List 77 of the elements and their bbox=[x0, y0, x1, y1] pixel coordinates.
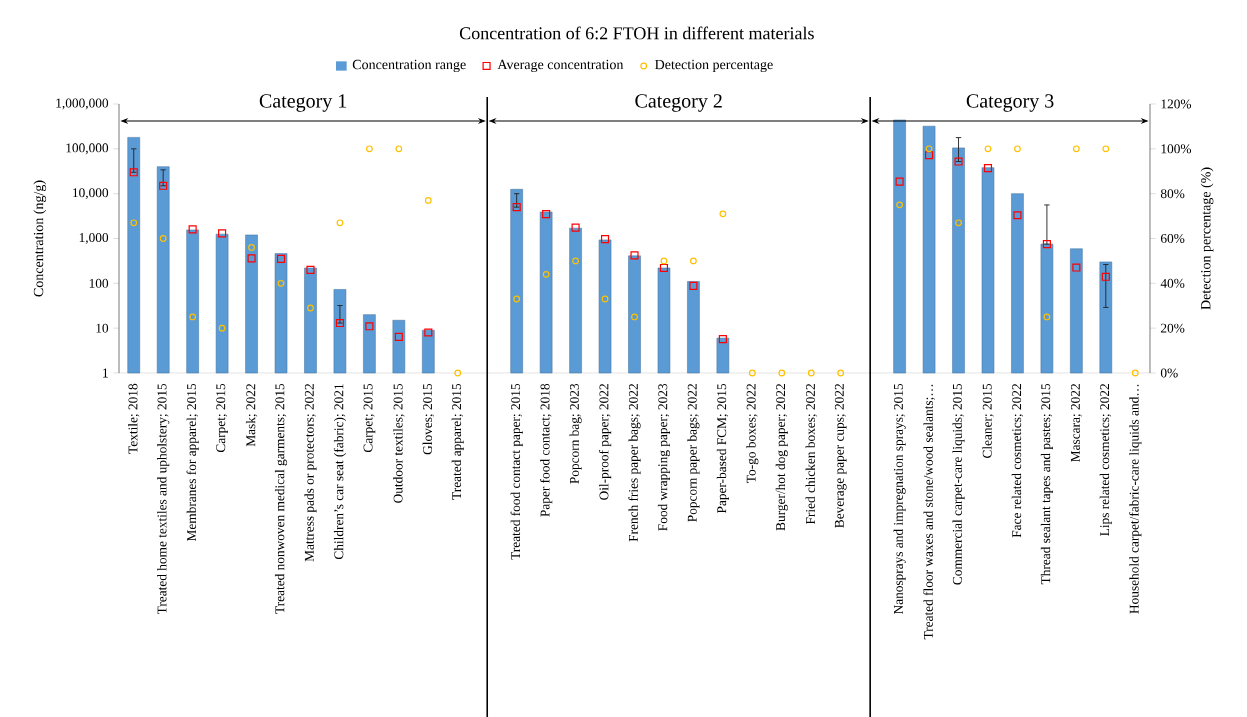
point bbox=[630, 251, 639, 260]
x-tick-label: Membranes for apparel; 2015 bbox=[186, 383, 199, 542]
point bbox=[394, 332, 403, 341]
y-tick-label: 1,000 bbox=[79, 233, 109, 244]
x-tick-label: Treated floor waxes and stone/wood sealants;… bbox=[923, 384, 935, 640]
x-tick-label: Beverage paper cups; 2022 bbox=[834, 384, 847, 528]
annotation: Category 2 bbox=[635, 94, 722, 112]
point bbox=[895, 177, 904, 186]
point bbox=[1013, 211, 1022, 220]
y2-tick-label: 60% bbox=[1160, 233, 1185, 243]
y2-axis-title: Detection percentage (%) bbox=[1200, 167, 1214, 310]
y2-tick-label: 20% bbox=[1160, 323, 1185, 333]
point bbox=[542, 210, 551, 219]
point bbox=[306, 265, 315, 274]
annotation: Category 1 bbox=[259, 94, 347, 112]
chart-title: Concentration of 6:2 FTOH in different materials bbox=[459, 26, 814, 40]
point bbox=[718, 335, 727, 344]
y-tick-label: 10 bbox=[96, 323, 109, 333]
point bbox=[365, 322, 374, 331]
x-tick-label: Outdoor textiles; 2015 bbox=[393, 383, 405, 503]
y2-tick-label: 0% bbox=[1160, 368, 1178, 378]
point bbox=[689, 281, 698, 290]
point bbox=[983, 164, 993, 173]
y-axis-title: Concentration (ng/g) bbox=[33, 180, 47, 297]
x-tick-label: Treated home textiles and upholstery; 2015 bbox=[157, 383, 170, 615]
y-tick-label: 100,000 bbox=[66, 143, 109, 155]
x-tick-label: Popcorn paper bags; 2022 bbox=[687, 384, 700, 522]
point bbox=[659, 263, 669, 273]
point bbox=[571, 223, 580, 232]
point bbox=[925, 151, 934, 160]
x-tick-label: Food wrapping paper; 2023 bbox=[657, 383, 671, 531]
point bbox=[188, 225, 197, 234]
point bbox=[218, 229, 227, 238]
x-tick-label: Treated food contact paper; 2015 bbox=[510, 383, 523, 560]
x-tick-label: Cleaner; 2015 bbox=[982, 383, 994, 458]
x-tick-label: Popcorn bag; 2023 bbox=[569, 383, 582, 484]
point bbox=[276, 254, 286, 263]
point bbox=[1101, 272, 1110, 281]
point bbox=[424, 328, 433, 337]
x-tick-label: Oil-proof paper; 2022 bbox=[598, 384, 612, 500]
legend-label: Average concentration bbox=[497, 59, 624, 73]
x-tick-label: Commercial carpet-care liquids; 2015 bbox=[952, 383, 965, 585]
x-tick-label: Treated apparel; 2015 bbox=[451, 383, 464, 500]
x-tick-label: Lips related cosmetics; 2022 bbox=[1099, 384, 1112, 536]
x-tick-label: Paper-based FCM; 2015 bbox=[716, 383, 729, 514]
x-tick-label: Fried chicken boxes; 2022 bbox=[805, 384, 817, 525]
x-tick-label: Children’s car seat (fabric); 2021 bbox=[333, 384, 347, 560]
point bbox=[600, 235, 610, 244]
legend-label: Detection percentage bbox=[655, 59, 773, 73]
x-tick-label: Nanosprays and impregnation sprays; 2015 bbox=[893, 383, 906, 615]
y-tick-label: 100 bbox=[89, 278, 109, 288]
y-tick-label: 10,000 bbox=[73, 188, 109, 200]
y-tick-label: 1,000,000 bbox=[56, 98, 109, 110]
point bbox=[247, 254, 256, 263]
x-tick-label: Thread sealant tapes and pastes; 2015 bbox=[1040, 383, 1053, 585]
x-tick-label: To-go boxes; 2022 bbox=[746, 384, 759, 483]
x-tick-label: Textile; 2018 bbox=[128, 383, 140, 454]
point bbox=[1072, 263, 1081, 272]
x-tick-label: Face related cosmetics; 2022 bbox=[1011, 384, 1024, 538]
x-tick-label: Carpet; 2015 bbox=[363, 383, 376, 453]
y-tick-label: 1 bbox=[103, 368, 108, 378]
x-tick-label: Carpet; 2015 bbox=[216, 383, 228, 453]
x-tick-label: Treated nonwoven medical garments; 2015 bbox=[274, 383, 288, 614]
x-tick-label: Mattress pads or protectors; 2022 bbox=[304, 384, 317, 562]
x-tick-label: Paper food contact; 2018 bbox=[540, 383, 553, 517]
y2-tick-label: 100% bbox=[1161, 144, 1192, 154]
y2-tick-label: 120% bbox=[1161, 99, 1192, 109]
x-tick-label: Mask; 2022 bbox=[245, 384, 258, 447]
x-tick-label: French fries paper bags; 2022 bbox=[628, 384, 641, 542]
y2-tick-label: 40% bbox=[1160, 278, 1185, 288]
x-tick-label: Gloves; 2015 bbox=[422, 383, 434, 455]
annotation: Category 3 bbox=[966, 94, 1054, 112]
x-tick-label: Mascara; 2022 bbox=[1070, 384, 1082, 462]
y2-tick-label: 80% bbox=[1160, 189, 1185, 199]
x-tick-label: Household carpet/fabric-care liquids and… bbox=[1129, 384, 1142, 614]
legend-label: Concentration range bbox=[352, 59, 466, 73]
x-tick-label: Burger/hot dog paper; 2022 bbox=[775, 384, 788, 531]
